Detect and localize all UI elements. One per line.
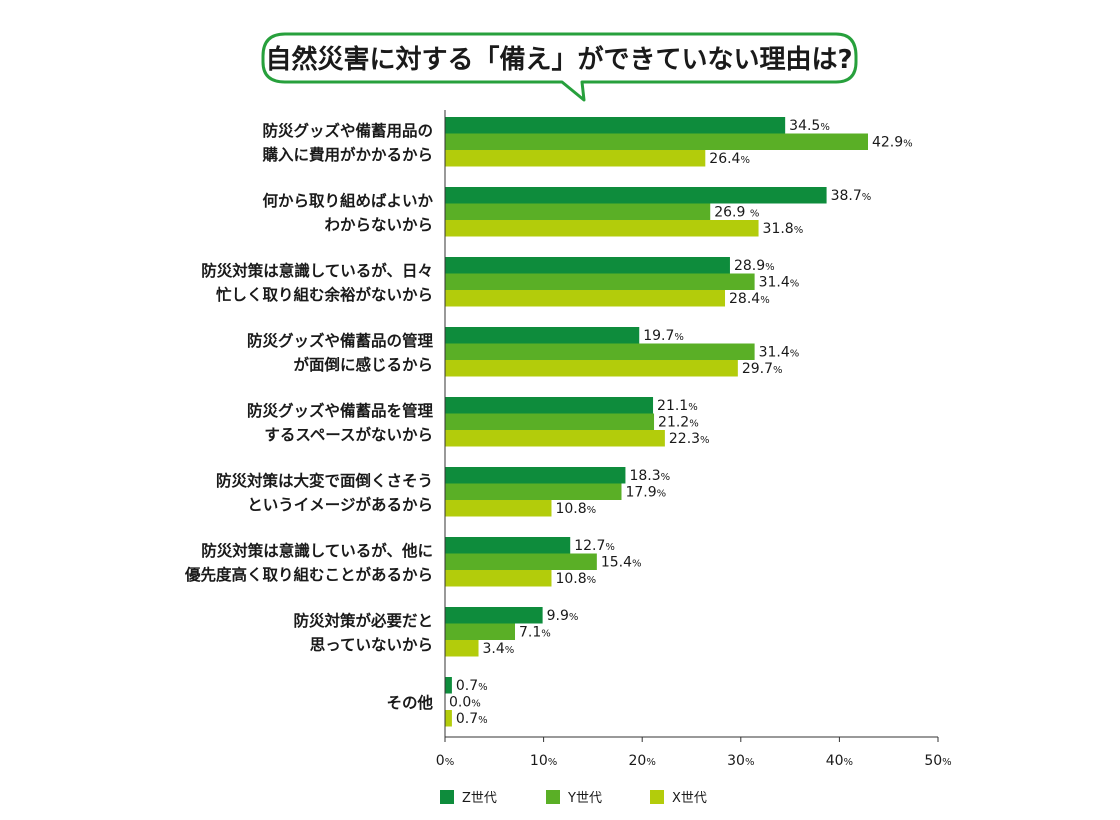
data-label: 21.2% <box>658 415 699 431</box>
data-label: 18.3% <box>629 468 670 484</box>
data-label: 31.4% <box>759 345 800 361</box>
bar-X世代 <box>445 500 552 517</box>
category-label: 忙しく取り組む余裕がないから <box>216 285 433 304</box>
data-label: 0.7% <box>456 678 488 694</box>
category-label: わからないから <box>324 216 433 234</box>
bar-X世代 <box>445 640 479 657</box>
x-tick-label: 20% <box>629 753 656 769</box>
data-label: 3.4% <box>483 641 515 657</box>
legend-label: Y世代 <box>567 791 602 806</box>
category-label: その他 <box>386 693 433 712</box>
data-label: 42.9% <box>872 135 913 151</box>
bars <box>445 117 868 727</box>
x-axis: 0% 10% 20% 30% 40% 50% <box>436 110 952 769</box>
category-label: 防災グッズや備蓄品を管理 <box>247 401 434 420</box>
bar-Z世代 <box>445 607 543 624</box>
bar-Y世代 <box>445 413 655 430</box>
category-label: 優先度高く取り組むことがあるから <box>184 565 433 584</box>
bar-Y世代 <box>445 203 711 220</box>
legend-swatch <box>440 790 454 804</box>
bar-X世代 <box>445 710 452 727</box>
bar-Z世代 <box>445 467 626 484</box>
data-label: 17.9% <box>625 485 666 501</box>
legend-label: X世代 <box>672 791 707 806</box>
data-label: 26.9 % <box>714 205 759 221</box>
category-label: 防災対策は意識しているが、日々 <box>201 261 433 280</box>
category-label: 何から取り組めばよいか <box>262 191 433 210</box>
bar-X世代 <box>445 290 726 307</box>
title-bubble <box>261 32 858 102</box>
x-tick-label: 50% <box>924 753 951 769</box>
title-callout: 自然災害に対する「備え」ができていない理由は? <box>261 32 858 102</box>
x-tick-label: 40% <box>826 753 853 769</box>
category-label: 思っていないから <box>310 636 433 654</box>
data-label: 15.4% <box>601 555 642 571</box>
x-tick-label: 0% <box>436 753 454 769</box>
data-label: 0.0% <box>449 695 481 711</box>
category-label: というイメージがあるから <box>247 495 433 514</box>
category-label: するスペースがないから <box>264 425 433 444</box>
data-label: 22.3% <box>669 431 710 447</box>
data-label: 34.5% <box>789 118 830 134</box>
bar-Z世代 <box>445 117 786 134</box>
bar-X世代 <box>445 150 706 167</box>
bar-Z世代 <box>445 677 452 694</box>
bar-X世代 <box>445 570 552 587</box>
data-label: 9.9% <box>547 608 579 624</box>
data-label: 31.8% <box>763 221 804 237</box>
data-label: 29.7% <box>742 361 783 377</box>
bar-Y世代 <box>445 553 597 570</box>
data-label: 28.4% <box>729 291 770 307</box>
x-tick-label: 10% <box>530 753 557 769</box>
category-label: が面倒に感じるから <box>293 355 433 374</box>
data-label: 0.7% <box>456 711 488 727</box>
bar-Y世代 <box>445 343 755 360</box>
bar-X世代 <box>445 430 665 447</box>
bar-Y世代 <box>445 273 755 290</box>
bar-X世代 <box>445 360 738 377</box>
value-labels: 34.5%42.9%26.4%38.7%26.9 %31.8%28.9%31.4… <box>449 118 913 727</box>
bar-Y世代 <box>445 133 868 150</box>
x-tick-label: 30% <box>727 753 754 769</box>
bar-Z世代 <box>445 327 640 344</box>
data-label: 10.8% <box>555 501 596 517</box>
category-label: 防災グッズや備蓄品の管理 <box>247 331 434 350</box>
category-label: 防災対策が必要だと <box>293 611 433 630</box>
bar-Y世代 <box>445 483 622 500</box>
legend: Z世代 Y世代 X世代 <box>440 790 707 806</box>
legend-label: Z世代 <box>462 791 497 806</box>
data-label: 12.7% <box>574 538 615 554</box>
category-labels: 防災グッズや備蓄用品の購入に費用がかかるから何から取り組めばよいかわからないから… <box>184 121 434 712</box>
category-label: 防災対策は大変で面倒くさそう <box>216 471 433 490</box>
bar-Y世代 <box>445 623 516 640</box>
data-label: 21.1% <box>657 398 698 414</box>
bar-Z世代 <box>445 257 730 274</box>
bar-Z世代 <box>445 187 827 204</box>
data-label: 28.9% <box>734 258 775 274</box>
legend-swatch <box>650 790 664 804</box>
data-label: 26.4% <box>709 151 750 167</box>
data-label: 19.7% <box>643 328 684 344</box>
data-label: 38.7% <box>831 188 872 204</box>
bar-Z世代 <box>445 397 654 414</box>
bar-Z世代 <box>445 537 571 554</box>
category-label: 防災グッズや備蓄用品の <box>262 121 433 140</box>
legend-swatch <box>546 790 560 804</box>
category-label: 防災対策は意識しているが、他に <box>201 541 433 560</box>
chart-title: 自然災害に対する「備え」ができていない理由は? <box>265 44 852 75</box>
data-label: 31.4% <box>759 275 800 291</box>
category-label: 購入に費用がかかるから <box>261 145 433 164</box>
data-label: 10.8% <box>555 571 596 587</box>
data-label: 7.1% <box>519 625 551 641</box>
bar-X世代 <box>445 220 759 237</box>
